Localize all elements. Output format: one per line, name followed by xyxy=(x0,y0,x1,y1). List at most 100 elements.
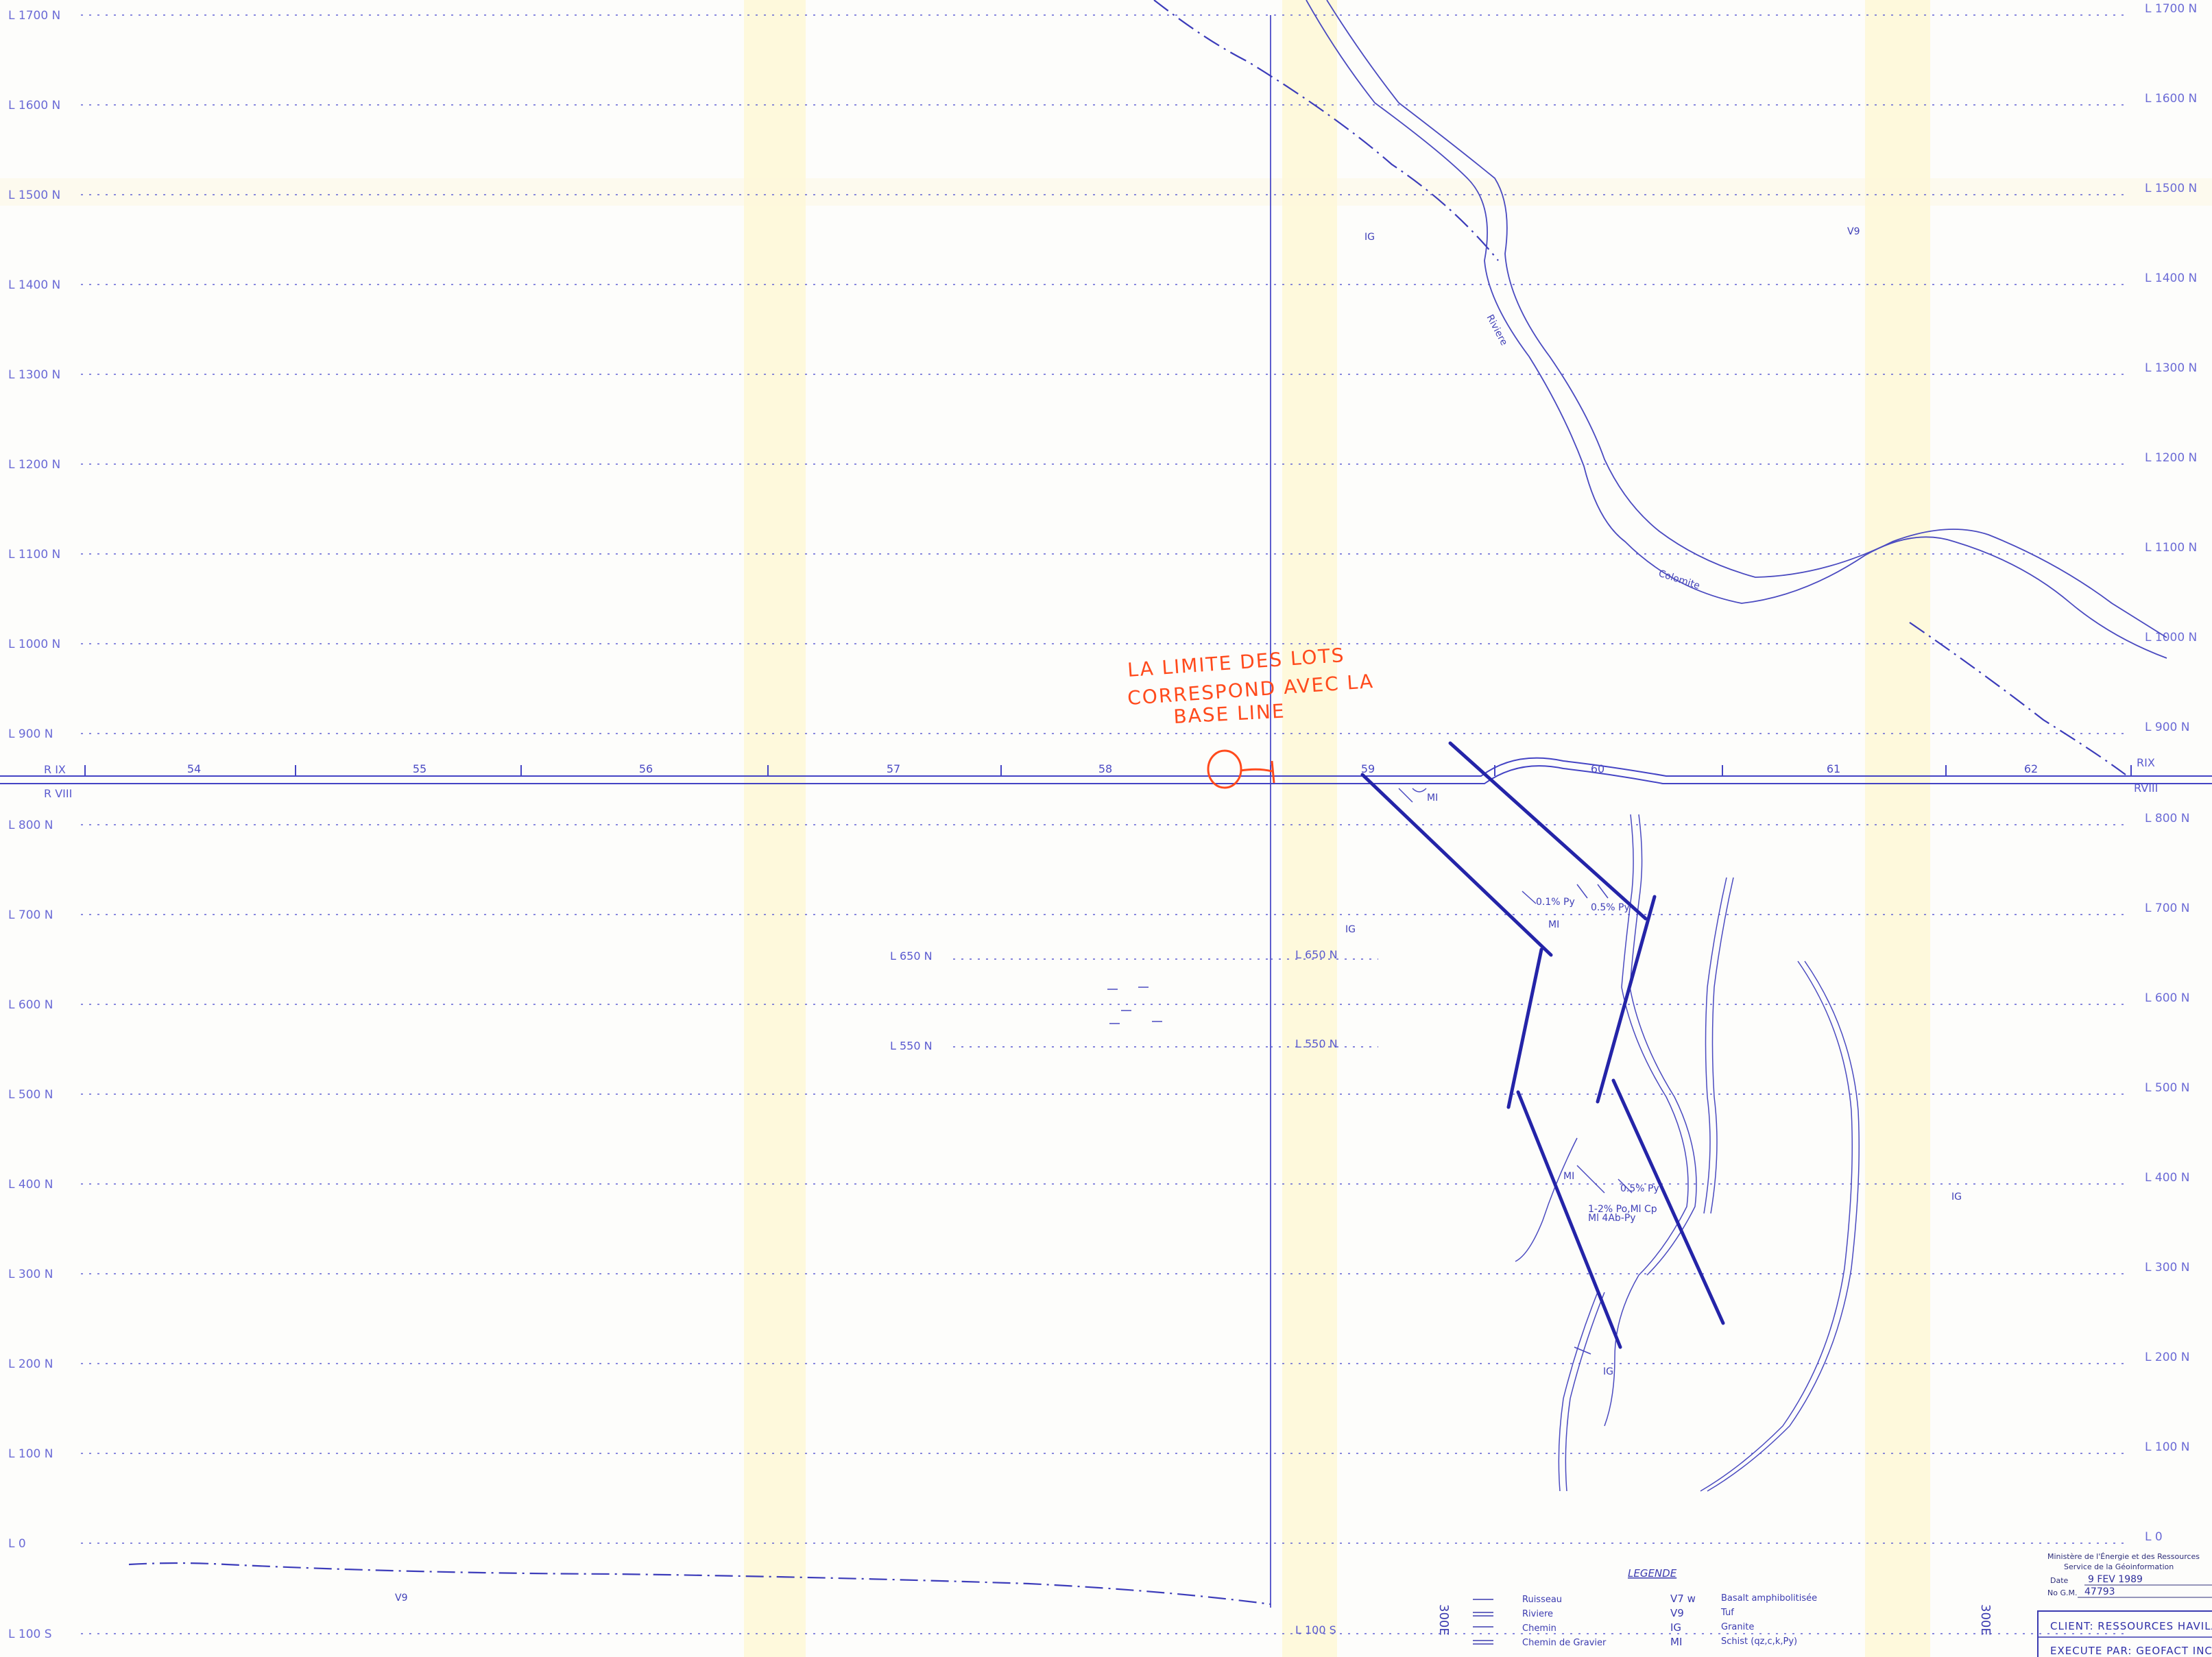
grid-label-right: L 300 N xyxy=(2145,1261,2189,1274)
grid-label-left: L 200 N xyxy=(8,1357,53,1371)
stamp-gm-label: No G.M. xyxy=(2047,1588,2077,1597)
grid-label-right: L 1600 N xyxy=(2145,92,2197,106)
stamp-line-1: Ministère de l'Énergie et des Ressources xyxy=(2047,1552,2200,1561)
lot-number: 57 xyxy=(887,762,900,775)
lot-number: 62 xyxy=(2024,762,2038,775)
grid-label-right: L 1400 N xyxy=(2145,271,2197,285)
grid-label-right: L 800 N xyxy=(2145,812,2189,825)
grid-label-right: L 200 N xyxy=(2145,1351,2189,1364)
lot-number: 59 xyxy=(1361,762,1375,775)
legend-left-code: 300E xyxy=(1436,1604,1451,1636)
grid-label-left: L 1200 N xyxy=(8,458,60,472)
grid-label-right: L 100 N xyxy=(2145,1440,2189,1454)
river-label-1: Riviere xyxy=(1484,313,1509,347)
lot-number: 61 xyxy=(1827,762,1840,775)
assay-4: 1-2% Po,Ml Cp xyxy=(1588,1204,1657,1215)
legend-code-0: V7 w xyxy=(1670,1593,1696,1605)
geo-ig-upper: IG xyxy=(1365,232,1375,243)
range-top-right: RIX xyxy=(2137,756,2155,769)
legend-desc-2: Granite xyxy=(1721,1622,1754,1632)
legend-code-2: IG xyxy=(1670,1621,1681,1634)
legend-symbols xyxy=(1473,1599,1493,1645)
grid-label-left: L 900 N xyxy=(8,727,53,741)
grid-label-left: L 300 N xyxy=(8,1268,53,1281)
grid-label-left: L 400 N xyxy=(8,1178,53,1192)
grid-label-left: L 1700 N xyxy=(8,9,60,23)
traverse-lines xyxy=(1360,741,1725,1349)
lot-number: 60 xyxy=(1591,762,1604,775)
inner-label-650-right: L 650 N xyxy=(1295,948,1338,961)
grid-labels-right: L 1700 N L 1600 N L 1500 N L 1400 N L 1300 N… xyxy=(2145,2,2197,1544)
lot-number: 54 xyxy=(187,762,201,775)
inner-label-550-left: L 550 N xyxy=(890,1039,933,1052)
dashdot-line-right xyxy=(1909,622,2126,775)
legend-item-0: Ruisseau xyxy=(1522,1595,1562,1605)
legend-code-3: MI xyxy=(1670,1636,1682,1648)
legend-item-1: Riviere xyxy=(1522,1609,1553,1619)
base-line xyxy=(0,757,2212,784)
grid-label-left: L 100 S xyxy=(8,1628,52,1641)
grid-label-left: L 600 N xyxy=(8,998,53,1012)
assay-2: 0.5% Py xyxy=(1591,902,1630,913)
geo-v9-bottom: V9 xyxy=(395,1593,407,1604)
grid-label-right: L 700 N xyxy=(2145,902,2189,915)
grid-label-left: L 800 N xyxy=(8,819,53,832)
grid-label-right: L 0 xyxy=(2145,1530,2163,1544)
range-bottom-right: RVIII xyxy=(2134,782,2158,795)
lot-number: 56 xyxy=(639,762,653,775)
geo-ig-mid: IG xyxy=(1345,924,1356,935)
geo-mi-2: MI xyxy=(1548,919,1559,930)
bottom-center-label: L 100 S xyxy=(1295,1623,1336,1636)
stamp-gm-value: 47793 xyxy=(2084,1586,2115,1597)
grid-label-right: L 900 N xyxy=(2145,721,2189,734)
dashdot-line-bottom xyxy=(128,1562,1271,1606)
grid-label-left: L 1000 N xyxy=(8,638,60,651)
grid-label-left: L 500 N xyxy=(8,1088,53,1102)
lot-number: 58 xyxy=(1098,762,1112,775)
assay-3: 0.5% Py xyxy=(1620,1183,1659,1194)
legend-code-1: V9 xyxy=(1670,1607,1684,1619)
grid-labels-left: L 1700 N L 1600 N L 1500 N L 1400 N L 1300 N… xyxy=(8,9,60,1641)
streams xyxy=(1515,814,1860,1492)
ministry-stamp: Ministère de l'Énergie et des Ressources… xyxy=(2047,1552,2212,1598)
stamp-date-value: 9 FEV 1989 xyxy=(2088,1574,2143,1585)
grid-label-left: L 1300 N xyxy=(8,368,60,382)
geo-mi-1: MI xyxy=(1427,793,1438,803)
lot-number: 55 xyxy=(413,762,426,775)
grid-label-right: L 1300 N xyxy=(2145,361,2197,375)
lot-labels: 54 55 56 57 58 59 60 61 62 xyxy=(187,762,2038,775)
grid-label-left: L 1400 N xyxy=(8,278,60,292)
lot-ticks xyxy=(84,765,2132,776)
grid-label-right: L 1100 N xyxy=(2145,541,2197,555)
grid-label-right: L 400 N xyxy=(2145,1171,2189,1185)
legend-desc-0: Basalt amphibolitisée xyxy=(1721,1593,1817,1604)
grid-label-left: L 1500 N xyxy=(8,189,60,202)
title-block: CLIENT: RESSOURCES HAVILA EXECUTE PAR: G… xyxy=(2037,1610,2212,1657)
executed-label: EXECUTE PAR: GEOFACT INC. xyxy=(2050,1645,2212,1657)
legend-title: LEGENDE xyxy=(1628,1567,1677,1580)
inner-label-650-left: L 650 N xyxy=(890,950,933,963)
legend: 300E 300E LEGENDE Ruisseau Riviere Chemi… xyxy=(1436,1567,1993,1648)
grid-label-left: L 1600 N xyxy=(8,99,60,112)
grid-label-left: L 0 xyxy=(8,1537,26,1551)
river-label-2: Colomite xyxy=(1657,568,1701,592)
geo-ig-low: IG xyxy=(1603,1366,1613,1377)
geo-ig-right: IG xyxy=(1951,1192,1962,1202)
river xyxy=(1306,0,2167,659)
assay-1: 0.1% Py xyxy=(1536,897,1575,908)
dashdot-line-upper xyxy=(1153,0,1499,261)
range-bottom-left: R VIII xyxy=(44,787,72,800)
geo-mi-3: MI xyxy=(1563,1171,1574,1182)
legend-item-2: Chemin xyxy=(1522,1623,1556,1634)
assay-5: Ml 4Ab-Py xyxy=(1588,1213,1636,1224)
stamp-date-label: Date xyxy=(2050,1576,2069,1585)
grid-label-right: L 1500 N xyxy=(2145,182,2197,195)
client-label: CLIENT: RESSOURCES HAVILA xyxy=(2050,1620,2212,1632)
handwritten-note: LA LIMITE DES LOTS CORRESPOND AVEC LA BA… xyxy=(1127,644,1375,789)
grid-label-right: L 1000 N xyxy=(2145,631,2197,644)
legend-desc-1: Tuf xyxy=(1720,1608,1734,1618)
note-arrow xyxy=(1240,760,1275,784)
outcrop-marks xyxy=(1107,788,1633,1355)
